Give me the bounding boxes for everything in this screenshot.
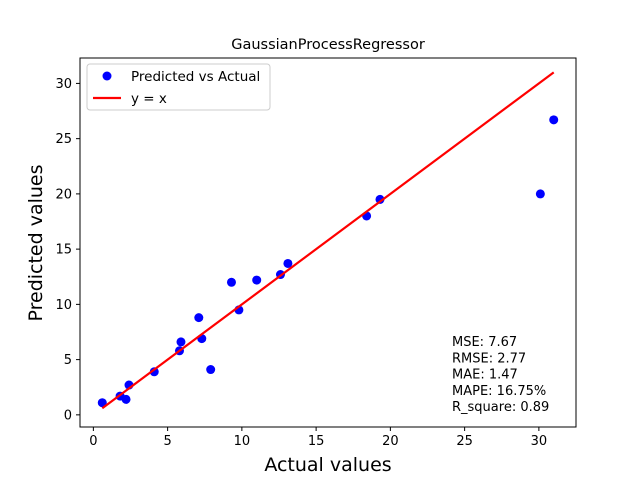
data-point [121,394,131,404]
metric-label: RMSE: 2.77 [452,351,526,366]
data-point [97,398,107,408]
data-point [549,115,559,125]
data-point [375,194,385,204]
x-tick-label: 10 [234,434,251,449]
legend-label: Predicted vs Actual [131,69,260,85]
y-tick-label: 0 [64,408,72,423]
y-tick-label: 5 [64,353,72,368]
x-tick-label: 5 [163,434,171,449]
data-point [226,277,236,287]
data-point [283,258,293,268]
x-tick-label: 30 [531,434,548,449]
legend-label: y = x [131,91,167,107]
y-tick-label: 10 [55,298,72,313]
y-tick-label: 25 [55,132,72,147]
legend-box [86,63,271,111]
x-tick-label: 15 [308,434,325,449]
plot-area: 0 5 10 15 20 25 30 0 5 10 15 20 25 30 Predicted vs Act… [55,57,577,449]
data-point [252,275,262,285]
legend-marker-scatter [102,71,112,81]
y-axis-title: Predicted values [25,164,47,321]
y-tick-label: 15 [55,243,72,258]
chart-title: GaussianProcessRegressor [231,37,425,53]
metric-label: MAPE: 16.75% [452,384,546,399]
x-tick-label: 25 [456,434,473,449]
axes-frame [79,57,577,428]
data-point [535,189,545,199]
data-point [149,367,159,377]
legend: Predicted vs Actual y = x [86,63,271,111]
data-point [176,337,186,347]
y-tick-label: 30 [55,77,72,92]
metric-label: MAE: 1.47 [452,368,518,383]
metric-label: MSE: 7.67 [452,335,517,350]
x-tick-label: 0 [89,434,97,449]
data-point [206,365,216,375]
data-point [194,313,204,323]
y-tick-label: 20 [55,187,72,202]
x-tick-label: 20 [382,434,399,449]
x-axis-title: Actual values [264,454,391,476]
identity-line [101,71,555,410]
metric-label: R_square: 0.89 [452,400,549,415]
